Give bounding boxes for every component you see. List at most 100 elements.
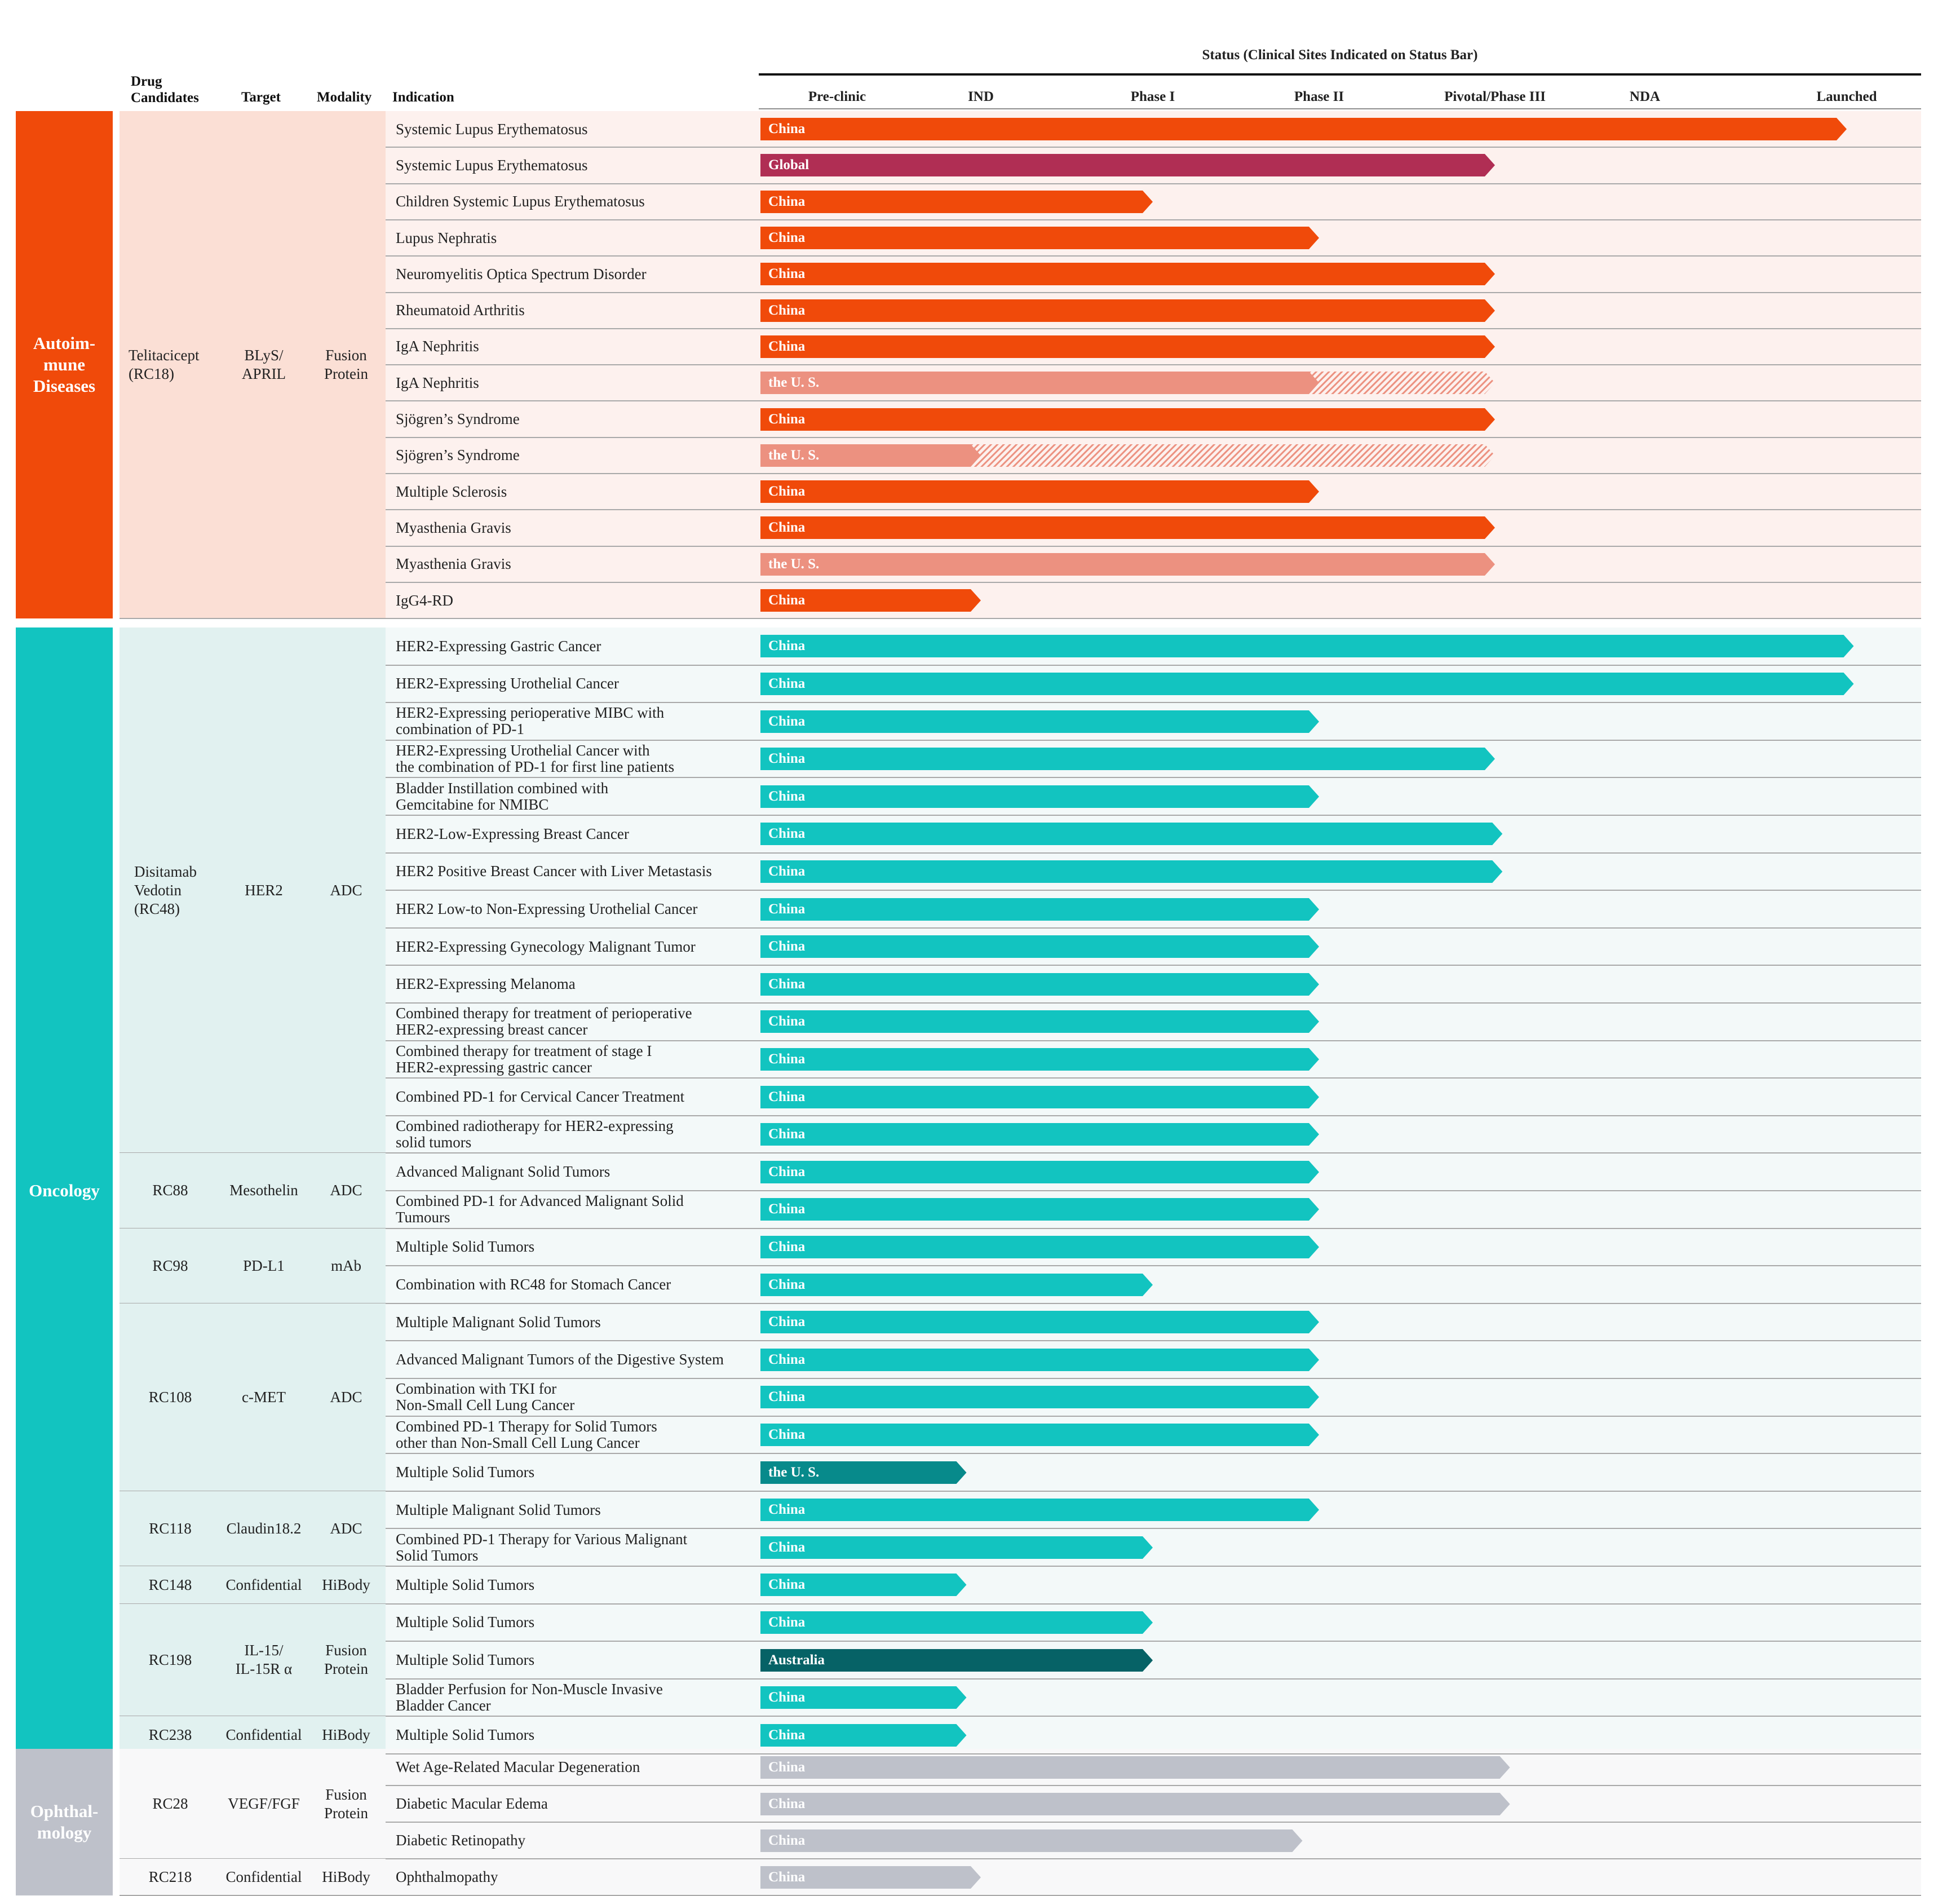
indication-label: Myasthenia Gravis — [396, 519, 511, 536]
row-separator — [386, 927, 1921, 929]
bar-site-label: China — [768, 1239, 806, 1254]
status-bar-fill — [760, 1386, 1319, 1409]
row-separator — [386, 436, 1921, 438]
drug-target: Claudin18.2 — [226, 1519, 302, 1537]
row-separator — [386, 852, 1921, 854]
drug-modality: HiBody — [322, 1726, 370, 1744]
bar-site-label: the U. S. — [768, 556, 820, 572]
indication-label: Sjögren’s Syndrome — [396, 410, 520, 428]
drug-modality: ADC — [330, 1388, 362, 1406]
row-separator — [386, 473, 1921, 474]
row-separator — [386, 1077, 1921, 1079]
status-bar — [760, 973, 1319, 996]
drug-name: Disitamab Vedotin (RC48) — [134, 863, 197, 917]
status-bar-fill — [760, 1723, 967, 1747]
bar-site-label: China — [768, 1089, 806, 1104]
status-bar — [760, 1686, 967, 1709]
status-bar — [760, 335, 1495, 358]
status-bar — [760, 935, 1319, 958]
status-bar-fill — [760, 299, 1495, 322]
row-separator — [386, 581, 1921, 583]
bar-site-label: China — [768, 1796, 806, 1811]
status-bar-fill — [760, 408, 1495, 431]
bar-site-label: China — [768, 976, 806, 992]
row-separator — [386, 1340, 1921, 1342]
status-bar-fill — [760, 1123, 1319, 1146]
bar-site-label: China — [768, 1502, 806, 1518]
status-bar-fill — [760, 118, 1847, 141]
drug-name: RC88 — [152, 1182, 188, 1199]
indication-label: HER2-Low-Expressing Breast Cancer — [396, 825, 629, 842]
bar-site-label: the U. S. — [768, 375, 820, 391]
row-separator — [386, 509, 1921, 511]
bar-site-label: China — [768, 1727, 806, 1743]
category-label: Oncology — [16, 627, 113, 1754]
status-bar-fill — [760, 973, 1319, 996]
indication-label: Advanced Malignant Tumors of the Digesti… — [396, 1351, 724, 1368]
row-separator — [386, 1641, 1921, 1642]
row-separator — [386, 255, 1921, 257]
bar-site-label: China — [768, 302, 806, 318]
drug-cell-bg — [120, 627, 386, 1153]
status-bar — [760, 516, 1495, 540]
indication-label: HER2 Positive Breast Cancer with Liver M… — [396, 863, 712, 880]
row-separator — [386, 183, 1921, 184]
drug-cell-bg — [120, 111, 386, 619]
indication-label: Combined PD-1 Therapy for Solid Tumors o… — [396, 1417, 657, 1451]
bar-site-label: China — [768, 1276, 806, 1292]
drug-modality: HiBody — [322, 1576, 370, 1593]
status-bar — [760, 898, 1319, 921]
status-bar-fill — [760, 635, 1854, 658]
bar-site-label: Australia — [768, 1652, 825, 1668]
row-separator — [386, 618, 1921, 620]
row-separator — [386, 1453, 1921, 1455]
indication-label: IgA Nephritis — [396, 338, 479, 355]
row-separator — [386, 890, 1921, 891]
row-separator — [386, 1528, 1921, 1530]
row-separator — [386, 328, 1921, 329]
header-target: Target — [241, 90, 281, 105]
bar-site-label: China — [768, 1314, 806, 1330]
drug-cell-bg — [120, 1603, 386, 1717]
status-bar-fill — [760, 1648, 1153, 1672]
drug-target: c-MET — [242, 1388, 286, 1406]
indication-label: HER2-Expressing perioperative MIBC with … — [396, 704, 665, 738]
indication-label: Wet Age-Related Macular Degeneration — [396, 1758, 640, 1775]
status-bar-fill — [760, 785, 1319, 808]
status-bar — [760, 1160, 1319, 1183]
status-bar-fill — [760, 516, 1495, 540]
status-bar-fill — [760, 748, 1495, 771]
status-bar-fill — [760, 154, 1495, 177]
drug-target: IL-15/ IL-15R α — [235, 1642, 293, 1678]
drug-name: Telitacicept (RC18) — [129, 347, 200, 383]
status-bar-hatched — [971, 444, 1495, 467]
bar-site-label: the U. S. — [768, 1464, 820, 1480]
row-separator — [386, 1603, 1921, 1605]
status-bar — [760, 860, 1503, 883]
drug-target: VEGF/FGF — [228, 1795, 300, 1812]
bar-site-label: China — [768, 939, 806, 954]
status-bar — [760, 1611, 1153, 1634]
status-bar-fill — [760, 1686, 967, 1709]
status-bar-fill — [760, 823, 1503, 846]
indication-label: Combined therapy for treatment of stage … — [396, 1042, 652, 1076]
drug-separator — [120, 618, 386, 620]
stage-header-divider — [759, 108, 1921, 109]
status-bar-fill — [760, 672, 1854, 695]
row-separator — [386, 219, 1921, 220]
bar-site-label: China — [768, 338, 806, 354]
status-bar — [760, 589, 981, 612]
status-bar — [760, 1311, 1319, 1334]
status-bar-fill — [760, 190, 1153, 213]
indication-label: Myasthenia Gravis — [396, 555, 511, 573]
row-separator — [386, 1115, 1921, 1116]
bar-site-label: China — [768, 411, 806, 427]
row-separator — [386, 965, 1921, 966]
status-bar — [760, 118, 1847, 141]
status-bar — [760, 1423, 1319, 1446]
status-bar-fill — [760, 335, 1495, 358]
bar-site-label: China — [768, 788, 806, 804]
drug-modality: Fusion Protein — [324, 347, 368, 383]
bar-site-label: China — [768, 1351, 806, 1367]
row-separator — [386, 1678, 1921, 1680]
